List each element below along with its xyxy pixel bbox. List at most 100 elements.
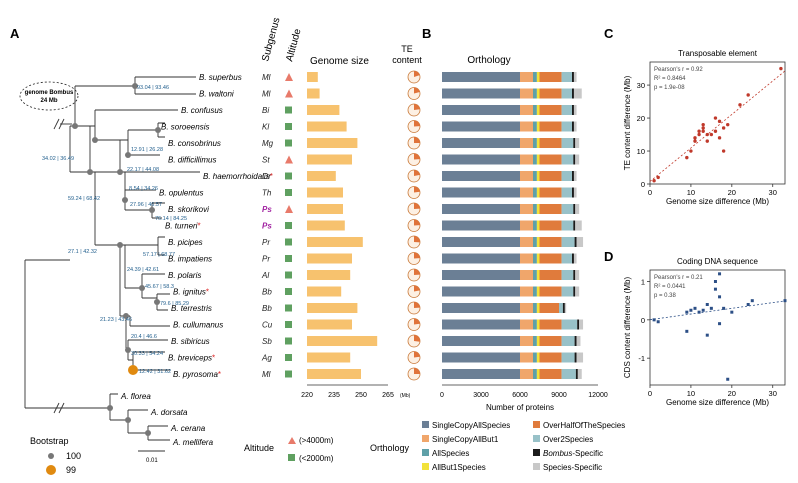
x-tick-label: 10 bbox=[687, 188, 695, 197]
subgenus-label: Ag bbox=[261, 354, 272, 363]
plot-frame bbox=[649, 61, 786, 185]
genome-size-header: Genome size bbox=[310, 56, 369, 67]
altitude-low-marker bbox=[285, 354, 292, 361]
altitude-low-label: (<2000m) bbox=[299, 454, 334, 463]
altitude-low-marker bbox=[285, 106, 292, 114]
svg-text:76.14 | 84.25: 76.14 | 84.25 bbox=[155, 216, 187, 222]
orthology-segment bbox=[536, 237, 540, 247]
svg-text:21.23 | 43.46: 21.23 | 43.46 bbox=[100, 317, 132, 323]
orthology-segment bbox=[533, 187, 537, 198]
altitude-low-marker bbox=[285, 189, 292, 196]
altitude-low-marker bbox=[285, 238, 292, 246]
orthology-segment bbox=[536, 171, 540, 181]
node-labels: 93.04 | 93.46 12.91 | 26.28 34.02 | 36.4… bbox=[42, 85, 189, 375]
orthology-header: Orthology bbox=[467, 55, 510, 66]
te-pie-slice bbox=[414, 170, 420, 176]
bootstrap-99-label: 99 bbox=[66, 465, 76, 475]
orthology-segment bbox=[561, 88, 572, 99]
outgroup-labels: A. florea A. dorsata A. cerana A. mellifera bbox=[120, 392, 214, 447]
orthology-segment bbox=[533, 204, 537, 214]
te-pie-slice bbox=[414, 137, 420, 143]
panel-label-a: A bbox=[10, 26, 20, 41]
y-tick-label: 30 bbox=[637, 81, 645, 90]
subgenus-label: Ml bbox=[262, 370, 271, 379]
orthology-segment bbox=[520, 352, 533, 363]
te-pie-slice bbox=[414, 368, 420, 374]
scale-bar-label: 0.01 bbox=[146, 458, 158, 464]
genome-size-bar bbox=[307, 220, 345, 231]
orthology-segment bbox=[573, 154, 576, 165]
orthology-segment bbox=[536, 187, 540, 198]
orthology-segment bbox=[539, 171, 562, 181]
orthology-segment bbox=[561, 220, 574, 231]
orthology-segment bbox=[576, 352, 584, 363]
data-point bbox=[738, 103, 742, 107]
legend-swatch bbox=[533, 449, 540, 456]
species-label: B. pyrosoma* bbox=[173, 370, 221, 379]
y-tick-label: -1 bbox=[638, 354, 645, 363]
te-pie-slice bbox=[414, 318, 420, 325]
svg-text:27.96 | 46.57: 27.96 | 46.57 bbox=[130, 202, 162, 208]
data-point bbox=[726, 122, 730, 127]
data-point bbox=[693, 139, 697, 143]
svg-text:93.04 | 93.46: 93.04 | 93.46 bbox=[137, 85, 169, 91]
species-label: B. difficillimus bbox=[168, 156, 216, 165]
te-pie-slice bbox=[414, 252, 420, 259]
data-point bbox=[705, 303, 709, 306]
y-tick-label: 20 bbox=[637, 114, 645, 123]
orthology-segment bbox=[536, 336, 540, 346]
x-tick-label: 0 bbox=[648, 188, 652, 197]
altitude-low-marker bbox=[285, 271, 292, 279]
subgenus-label: Cu bbox=[262, 321, 273, 330]
orthology-segment bbox=[536, 88, 540, 99]
subgenus-label: Kl bbox=[262, 123, 269, 132]
orthology-segment bbox=[574, 336, 577, 346]
orthology-axis: 0 3000 6000 9000 12000 Number of protein… bbox=[440, 384, 608, 412]
genome-size-bar bbox=[307, 286, 342, 297]
orthology-segment bbox=[539, 138, 562, 148]
plot-frame bbox=[649, 269, 786, 386]
orthology-segment bbox=[576, 237, 584, 247]
data-point bbox=[746, 93, 750, 97]
orthology-segment bbox=[573, 286, 576, 297]
orthology-segment bbox=[442, 319, 520, 330]
altitude-low-marker bbox=[285, 288, 292, 295]
te-pie-slice bbox=[414, 104, 420, 110]
x-axis-label: Genome size difference (Mb) bbox=[666, 398, 769, 407]
genome-tick-220: 220 bbox=[301, 392, 313, 399]
orthology-segment bbox=[442, 154, 520, 165]
genome-size-bar bbox=[307, 270, 351, 280]
orthology-segment bbox=[572, 121, 574, 132]
altitude-high-marker bbox=[285, 205, 293, 213]
data-point bbox=[718, 322, 722, 326]
x-tick-label: 20 bbox=[728, 188, 736, 197]
orthology-segment bbox=[533, 105, 537, 115]
te-content-header-2: content bbox=[392, 55, 422, 65]
legend-label: SingleCopyAllBut1 bbox=[432, 435, 499, 444]
legend-label: AllBut1Species bbox=[432, 463, 486, 472]
data-point bbox=[701, 308, 705, 312]
species-label: B. polaris bbox=[168, 271, 201, 280]
orthology-segment bbox=[561, 336, 575, 346]
altitude-low-marker bbox=[285, 222, 292, 229]
genome-size-bar bbox=[307, 319, 352, 330]
orthology-segment bbox=[536, 204, 540, 214]
legend-label: Bombus-Specific bbox=[543, 449, 603, 458]
species-label: B. soroeensis bbox=[161, 123, 209, 132]
data-point bbox=[746, 303, 750, 306]
svg-text:8.54 | 34.26: 8.54 | 34.26 bbox=[129, 186, 158, 192]
svg-text:22.17 | 44.08: 22.17 | 44.08 bbox=[127, 167, 159, 173]
legend-swatch bbox=[422, 463, 429, 470]
data-point bbox=[783, 299, 787, 303]
genome-size-bar bbox=[307, 204, 343, 214]
orthology-segment bbox=[520, 72, 533, 82]
species-rows: B. superbus Ml B. waltoni Ml B. confusus Bi B.… bbox=[159, 70, 584, 381]
orthology-segment bbox=[539, 369, 562, 379]
orthology-segment bbox=[539, 253, 562, 264]
altitude-low-marker bbox=[285, 304, 292, 312]
data-point bbox=[750, 299, 754, 303]
y-tick-label: 0 bbox=[641, 316, 645, 325]
genome-size-bar bbox=[307, 352, 351, 363]
orthology-segment bbox=[533, 286, 537, 297]
